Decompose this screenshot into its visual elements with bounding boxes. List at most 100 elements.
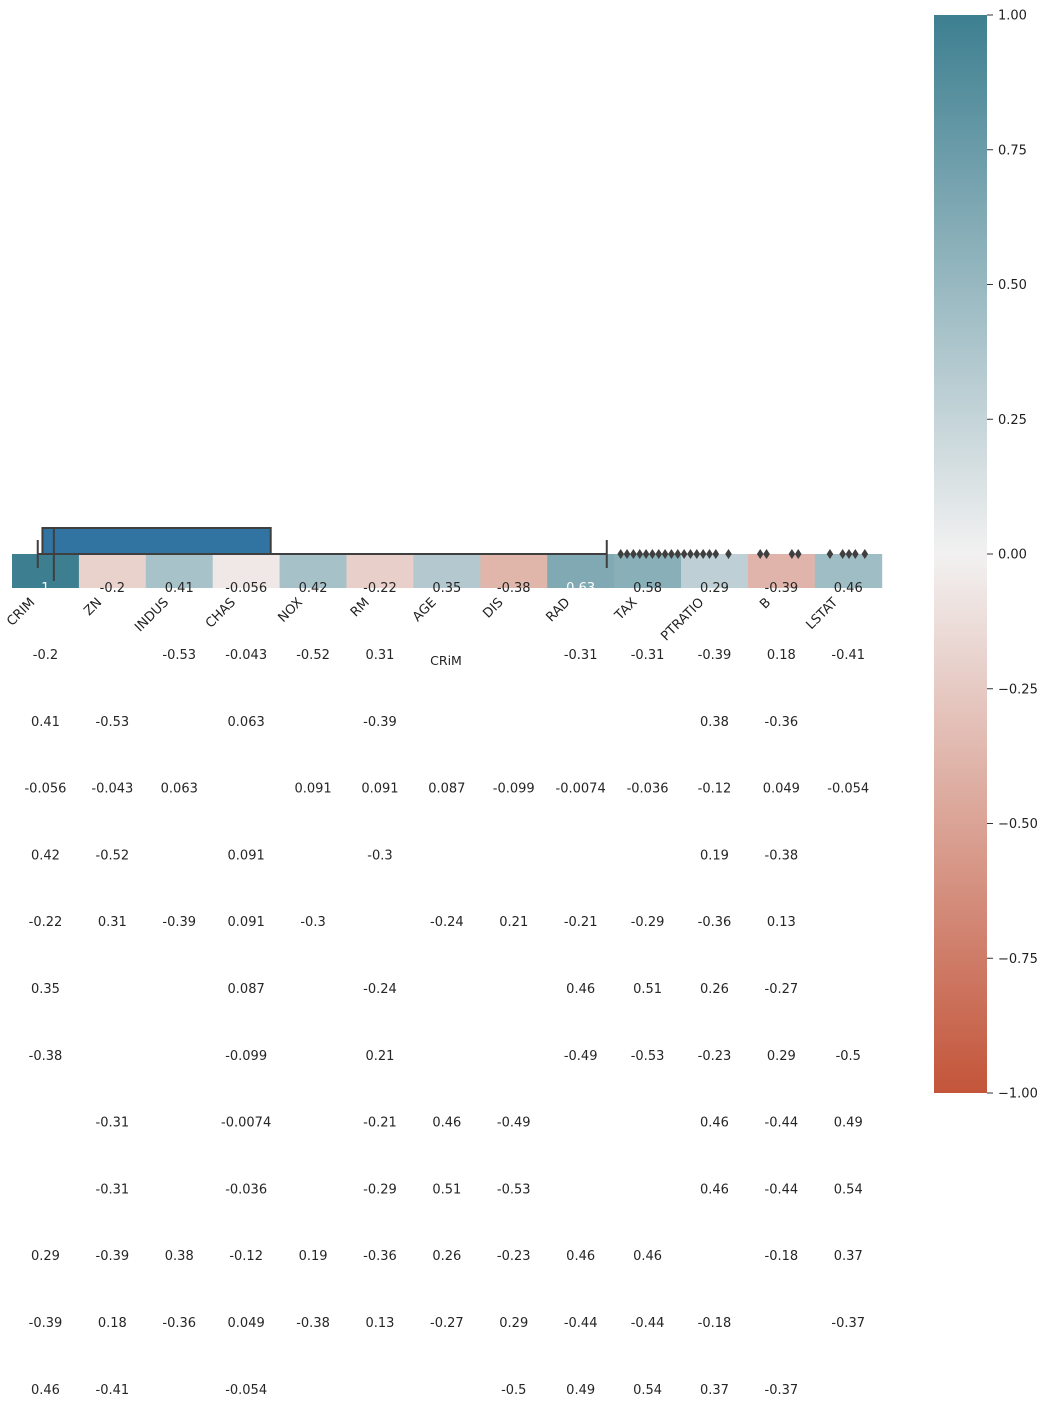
heat-cell-chas <box>212 554 281 588</box>
cell-label: 0.21 <box>365 1049 394 1064</box>
cell-label: -0.39 <box>29 1316 63 1331</box>
heat-cell-age <box>413 554 481 588</box>
colorbar-tick-label: 0.75 <box>998 143 1027 158</box>
outlier-point <box>861 549 869 559</box>
cell-label: -0.2 <box>100 581 125 596</box>
cell-label: -0.38 <box>765 848 799 863</box>
heat-cell-lstat <box>814 554 883 588</box>
cell-label: 0.29 <box>31 1249 60 1264</box>
box-iqr <box>41 527 272 555</box>
cell-label: -0.36 <box>162 1316 196 1331</box>
x-tick-label: CHAS <box>203 595 239 631</box>
x-tick-label: TAX <box>612 595 641 624</box>
cell-label: 0.54 <box>633 1383 662 1398</box>
heat-cell-rm <box>346 554 414 588</box>
cell-label: -0.036 <box>627 782 669 797</box>
cell-label: -0.29 <box>631 915 665 930</box>
cell-label: -0.49 <box>564 1049 598 1064</box>
cell-label: 0.46 <box>31 1383 60 1398</box>
outlier-point <box>655 549 663 559</box>
cell-label: 0.091 <box>228 848 265 863</box>
heat-cell-indus <box>145 554 214 588</box>
cell-label: -0.36 <box>363 1249 397 1264</box>
cell-label: 0.46 <box>633 1249 662 1264</box>
cell-label: -0.36 <box>698 915 732 930</box>
colorbar-tick-label: −0.50 <box>998 817 1038 832</box>
outlier-point <box>852 549 859 559</box>
cell-label: -0.2 <box>33 648 58 663</box>
outlier-point <box>687 549 694 559</box>
colorbar-tick-label: −0.75 <box>998 952 1038 967</box>
outlier-point <box>630 549 637 559</box>
cell-label: -0.31 <box>96 1116 130 1131</box>
cell-label: 0.29 <box>700 581 729 596</box>
outlier-point <box>712 549 720 559</box>
cell-label: -0.44 <box>765 1116 799 1131</box>
heat-cell-nox <box>279 554 347 588</box>
cell-label: -0.31 <box>564 648 598 663</box>
cell-label: -0.36 <box>765 715 799 730</box>
cell-label: -0.0074 <box>556 782 606 797</box>
outlier-point <box>674 549 682 559</box>
cell-label: -0.53 <box>497 1182 531 1197</box>
cell-label: -0.099 <box>225 1049 267 1064</box>
outlier-point <box>649 549 656 559</box>
cell-label: -0.043 <box>91 782 133 797</box>
outlier-point <box>725 549 732 559</box>
cell-label: 0.31 <box>98 915 127 930</box>
cell-label: -0.22 <box>363 581 397 596</box>
cell-label: 0.38 <box>700 715 729 730</box>
cell-label: 0.46 <box>432 1116 461 1131</box>
cell-label: -0.054 <box>225 1383 267 1398</box>
heat-cell-dis <box>480 554 548 588</box>
cell-label: -0.31 <box>631 648 665 663</box>
outlier-point <box>839 549 846 559</box>
cell-label: 0.087 <box>428 782 465 797</box>
cell-label: -0.53 <box>631 1049 665 1064</box>
cell-label: -0.38 <box>497 581 531 596</box>
colorbar-tick-label: −0.25 <box>998 682 1038 697</box>
cell-label: -0.27 <box>430 1316 464 1331</box>
heatmap-annotations: 1 -0.2 0.41 -0.056 0.42 -0.22 0.35 -0.38 0.63 0.5… <box>24 581 869 1398</box>
cell-label: -0.44 <box>765 1182 799 1197</box>
colorbar-gradient <box>934 15 987 1093</box>
cell-label: 0.37 <box>700 1383 729 1398</box>
colorbar-tick-label: −1.00 <box>998 1087 1038 1102</box>
cell-label: 0.13 <box>767 915 796 930</box>
colorbar-tick-label: 1.00 <box>998 9 1027 24</box>
cell-label: -0.3 <box>367 848 392 863</box>
cell-label: 0.49 <box>834 1116 863 1131</box>
outlier-point <box>617 549 625 559</box>
cell-label: 0.46 <box>566 1249 595 1264</box>
cell-label: 0.091 <box>228 915 265 930</box>
cell-label: -0.37 <box>765 1383 799 1398</box>
cell-label: 0.51 <box>633 982 662 997</box>
cell-label: -0.52 <box>96 848 130 863</box>
cell-label: 0.51 <box>432 1182 461 1197</box>
cell-label: -0.23 <box>497 1249 531 1264</box>
cell-label: -0.21 <box>363 1116 397 1131</box>
cell-label: -0.23 <box>698 1049 732 1064</box>
heatmap-x-tick-labels: CRIM ZN INDUS CHAS NOX RM AGE DIS RAD TAX PTRATIO B… <box>4 595 841 644</box>
outlier-point <box>699 549 707 559</box>
cell-label: 1 <box>41 581 49 596</box>
cell-label: 0.35 <box>432 581 461 596</box>
cell-label: -0.39 <box>765 581 799 596</box>
cell-label: -0.31 <box>96 1182 130 1197</box>
cell-label: -0.24 <box>363 982 397 997</box>
heat-cell-b <box>747 554 816 588</box>
cell-label: -0.056 <box>24 782 66 797</box>
cell-label: -0.39 <box>698 648 732 663</box>
cell-label: -0.18 <box>698 1316 732 1331</box>
cell-label: -0.38 <box>296 1316 330 1331</box>
boxplot-xlabel: CRiM <box>430 653 462 668</box>
cell-label: -0.0074 <box>221 1116 271 1131</box>
colorbar-tick-label: 0.25 <box>998 413 1027 428</box>
outlier-point <box>794 549 802 559</box>
cell-label: -0.39 <box>96 1249 130 1264</box>
cell-label: -0.21 <box>564 915 598 930</box>
cell-label: 0.29 <box>767 1049 796 1064</box>
cell-label: -0.12 <box>229 1249 263 1264</box>
x-tick-label: NOX <box>275 595 305 625</box>
cell-label: 0.49 <box>566 1383 595 1398</box>
